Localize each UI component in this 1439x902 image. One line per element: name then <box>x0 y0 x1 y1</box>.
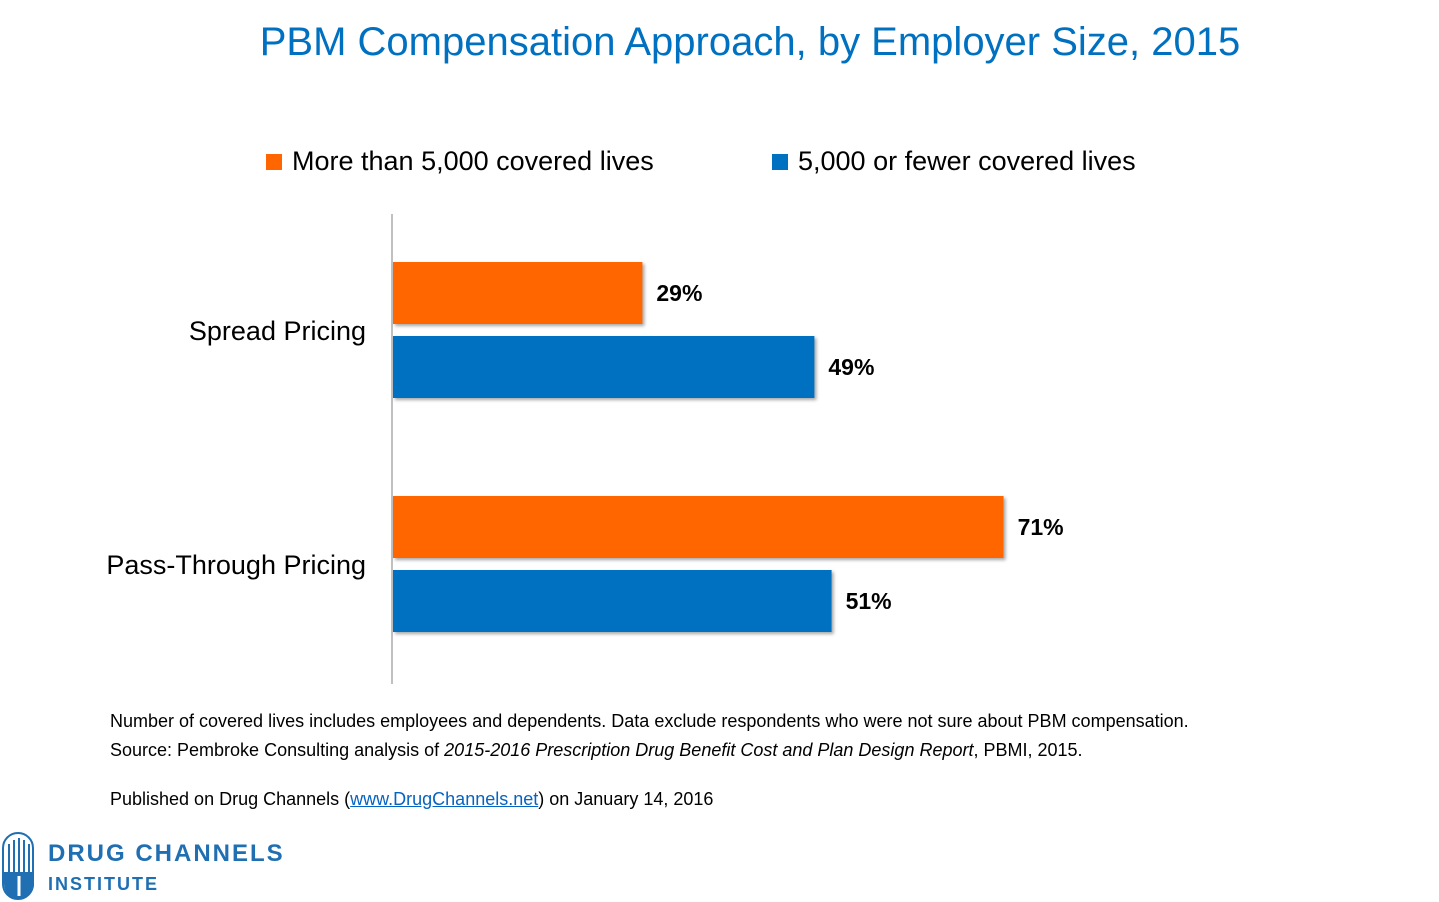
legend-label-large-employers: More than 5,000 covered lives <box>292 146 654 176</box>
logo-text-secondary: INSTITUTE <box>48 874 159 894</box>
legend-swatch-orange <box>266 153 282 170</box>
legend-label-small-employers: 5,000 or fewer covered lives <box>798 146 1136 176</box>
bar-pass-through-pricing-large-employers <box>393 496 1004 558</box>
logo-capsule-icon <box>2 832 34 900</box>
bar-spread-pricing-large-employers <box>393 262 643 324</box>
bar-pass-through-pricing-small-employers <box>393 570 832 632</box>
chart-legend: More than 5,000 covered lives 5,000 or f… <box>0 146 1439 186</box>
published-prefix: Published on Drug Channels ( <box>110 789 351 809</box>
legend-swatch-blue <box>772 153 788 170</box>
bar-spread-pricing-small-employers <box>393 336 815 398</box>
chart-notes: Number of covered lives includes employe… <box>110 707 1189 765</box>
data-label-pass-through-pricing-small-employers: 51% <box>846 588 892 614</box>
category-label-spread-pricing: Spread Pricing <box>189 316 366 346</box>
data-label-spread-pricing-small-employers: 49% <box>828 354 874 380</box>
logo-text-primary: DRUG CHANNELS <box>48 840 285 867</box>
published-suffix: ) on January 14, 2016 <box>538 789 714 809</box>
note-source-report-title: 2015-2016 Prescription Drug Benefit Cost… <box>444 740 974 760</box>
note-source-suffix: , PBMI, 2015. <box>973 740 1083 760</box>
legend-item-small-employers: 5,000 or fewer covered lives <box>772 146 1136 177</box>
category-label-pass-through-pricing: Pass-Through Pricing <box>106 550 366 580</box>
note-source-prefix: Source: Pembroke Consulting analysis of <box>110 740 445 760</box>
note-line-1: Number of covered lives includes employe… <box>110 711 1189 731</box>
published-line: Published on Drug Channels (www.DrugChan… <box>110 789 713 810</box>
note-line-2: Source: Pembroke Consulting analysis of … <box>110 736 1189 765</box>
chart-title: PBM Compensation Approach, by Employer S… <box>259 20 1241 64</box>
data-label-spread-pricing-large-employers: 29% <box>656 280 702 306</box>
drugchannels-link[interactable]: www.DrugChannels.net <box>350 789 539 809</box>
drug-channels-logo: DRUG CHANNELS INSTITUTE <box>0 830 340 902</box>
legend-item-large-employers: More than 5,000 covered lives <box>266 146 654 177</box>
data-label-pass-through-pricing-large-employers: 71% <box>1018 514 1064 540</box>
bar-chart: Spread Pricing 29% 49% Pass-Through Pricing… <box>106 214 1064 684</box>
